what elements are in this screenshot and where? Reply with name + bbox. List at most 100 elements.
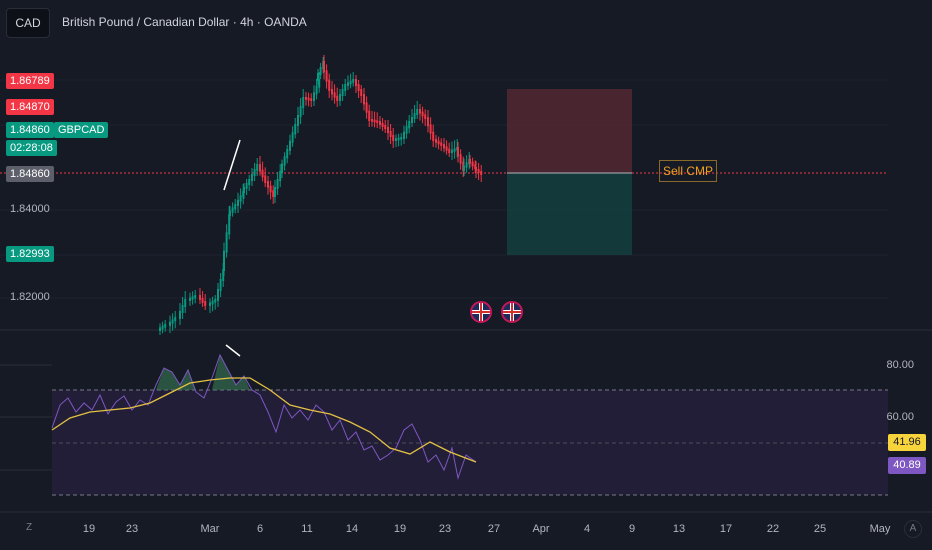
candle-body (242, 191, 245, 198)
candle-body (437, 140, 440, 145)
date-label: 14 (345, 523, 359, 535)
candle-body (440, 142, 443, 146)
candle-body (416, 109, 419, 115)
candle-body (174, 317, 177, 322)
candle-body (411, 117, 413, 123)
candle-body (209, 302, 211, 306)
candle-body (341, 89, 344, 96)
rsi-level-label: 80.00 (886, 359, 914, 371)
candle-body (389, 131, 392, 137)
candle-body (159, 327, 161, 331)
candle-body (305, 97, 307, 100)
uk-flag-icon[interactable] (501, 301, 523, 323)
main-grid (0, 79, 888, 299)
candle-body (315, 85, 318, 95)
rsi-grid (0, 364, 52, 471)
candle-body (349, 80, 352, 85)
rsi-drawn-line (225, 344, 241, 357)
candle-body (333, 92, 336, 98)
candle-body (347, 82, 349, 86)
sell-cmp-label[interactable]: Sell CMP (659, 160, 718, 182)
date-label: 27 (487, 523, 501, 535)
candle-body (161, 325, 164, 330)
currency-badge[interactable]: CAD (6, 8, 50, 38)
stop-loss-zone (507, 89, 632, 173)
candle-body (381, 123, 384, 127)
date-label: 19 (82, 523, 96, 535)
candle-body (336, 95, 339, 101)
candle-body (291, 132, 294, 143)
candle-body (318, 79, 321, 88)
candle-body (471, 161, 474, 167)
candle-body (272, 190, 275, 197)
candle-body (199, 295, 201, 300)
candle-body (239, 195, 242, 202)
candle-body (201, 298, 204, 303)
drawn-trendline (223, 139, 241, 191)
candle-body (475, 167, 477, 171)
candle-body (191, 296, 194, 300)
rsi-line (51, 353, 477, 480)
candle-body (264, 175, 267, 183)
candle-body (373, 119, 376, 123)
uk-flag-icon[interactable] (470, 301, 492, 323)
symbol-title: British Pound / Canadian Dollar · 4h · O… (62, 15, 307, 29)
date-label: 23 (438, 523, 452, 535)
date-label: 22 (766, 523, 780, 535)
candle-body (480, 171, 483, 175)
candle-body (363, 94, 365, 105)
candle-body (307, 97, 310, 101)
candle-body (319, 67, 322, 75)
candle-body (283, 156, 286, 166)
candle-body (445, 146, 448, 151)
entry-price-label: 1.84860 (6, 166, 54, 182)
candle-body (261, 169, 264, 178)
rsi-ma-line (51, 377, 477, 463)
candle-body (228, 214, 231, 235)
candle-body (279, 171, 282, 181)
candle-body (448, 148, 451, 153)
candle-body (427, 117, 429, 127)
candle-body (419, 109, 421, 114)
candle-body (194, 295, 197, 299)
candle-body (313, 92, 315, 101)
reset-icon[interactable]: Z (25, 522, 33, 533)
candle-body (299, 106, 302, 117)
candle-body (459, 154, 462, 164)
candle-body (276, 179, 279, 189)
auto-scale-icon[interactable]: A (904, 520, 922, 538)
current-price-label: 1.84860 (6, 122, 54, 138)
take-profit-zone (507, 173, 632, 255)
candle-body (357, 84, 360, 91)
candle-body (217, 289, 219, 301)
candle-body (225, 232, 228, 253)
candle-body (223, 250, 225, 271)
candle-body (403, 131, 405, 139)
candle-body (371, 119, 373, 122)
candle-body (323, 61, 325, 73)
candle-body (360, 89, 363, 96)
candle-body (222, 269, 225, 281)
rsi-overbought-fill (156, 355, 250, 390)
candle-body (384, 125, 387, 129)
candle-body (365, 102, 368, 113)
candle-body (429, 124, 432, 134)
candle-body (229, 210, 231, 216)
candle-body (164, 324, 167, 328)
candle-body (408, 121, 411, 129)
candle-body (331, 89, 333, 95)
date-label: Mar (200, 523, 220, 535)
candle-body (256, 164, 259, 171)
candle-body (392, 135, 395, 141)
date-label: 17 (719, 523, 733, 535)
bar-countdown: 02:28:08 (6, 140, 57, 156)
candle-body (297, 115, 299, 126)
candle-body (243, 187, 245, 193)
candle-body (352, 79, 355, 83)
candle-body (169, 321, 171, 326)
date-label: 13 (672, 523, 686, 535)
price-axis-label: 1.82000 (10, 291, 50, 303)
date-label: 23 (125, 523, 139, 535)
